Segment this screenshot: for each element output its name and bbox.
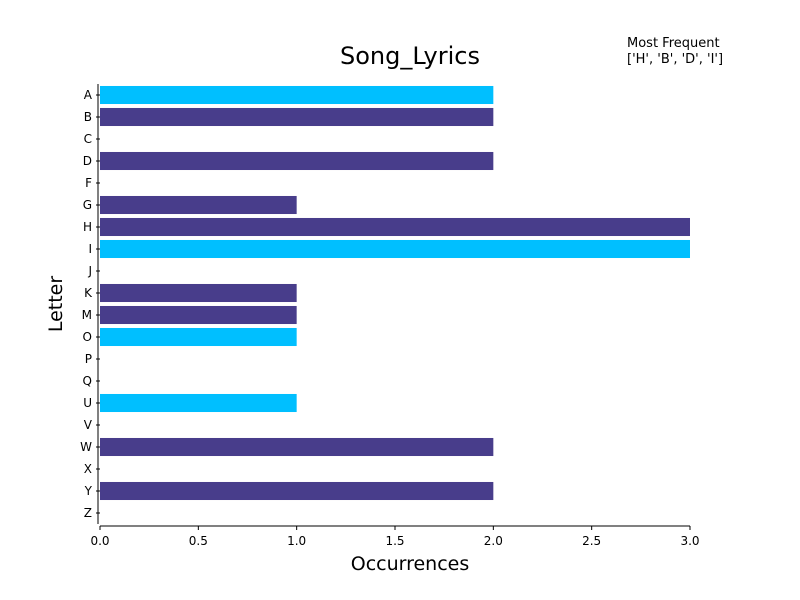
y-tick-label: B <box>84 110 92 124</box>
bars-group <box>100 85 690 501</box>
y-axis-title: Letter <box>45 276 67 333</box>
bar-H <box>100 217 690 237</box>
y-tick-label: F <box>85 176 92 190</box>
bar-M <box>100 305 297 325</box>
y-tick-label: D <box>83 154 92 168</box>
y-tick-label: M <box>82 308 92 322</box>
y-tick-label: W <box>80 440 92 454</box>
bar-B <box>100 107 494 127</box>
bar-D <box>100 151 494 171</box>
x-tick-label: 0.5 <box>189 534 208 548</box>
bar-O <box>100 327 297 347</box>
annotation-heading: Most Frequent <box>627 36 720 51</box>
x-axis-title: Occurrences <box>351 553 470 575</box>
y-tick-label: Q <box>83 374 92 388</box>
y-tick-label: O <box>83 330 92 344</box>
y-tick-label: C <box>84 132 92 146</box>
x-tick-label: 2.0 <box>484 534 503 548</box>
annotation-text: ['H', 'B', 'D', 'I'] <box>627 52 723 67</box>
y-tick-label: I <box>88 242 92 256</box>
bar-A <box>100 85 494 105</box>
y-tick-label: K <box>84 286 93 300</box>
bar-K <box>100 283 297 303</box>
y-tick-label: P <box>85 352 92 366</box>
x-tick-label: 2.5 <box>582 534 601 548</box>
x-tick-label: 3.0 <box>680 534 699 548</box>
y-tick-label: H <box>83 220 92 234</box>
y-tick-label: Y <box>84 484 93 498</box>
bar-U <box>100 393 297 413</box>
y-tick-label: U <box>83 396 92 410</box>
x-tick-label: 1.0 <box>287 534 306 548</box>
chart-title: Song_Lyrics <box>340 42 480 70</box>
y-tick-label: Z <box>84 506 92 520</box>
bar-Y <box>100 481 494 501</box>
x-axis-ticks: 0.0 0.5 1.0 1.5 2.0 2.5 3.0 <box>90 526 700 548</box>
y-tick-label: J <box>87 264 92 278</box>
y-tick-label: X <box>84 462 92 476</box>
x-tick-label: 1.5 <box>385 534 404 548</box>
bar-W <box>100 437 494 457</box>
y-tick-label: G <box>83 198 92 212</box>
x-tick-label: 0.0 <box>90 534 109 548</box>
bar-G <box>100 195 297 215</box>
y-tick-label: V <box>84 418 93 432</box>
bar-I <box>100 239 690 259</box>
y-tick-label: A <box>84 88 93 102</box>
